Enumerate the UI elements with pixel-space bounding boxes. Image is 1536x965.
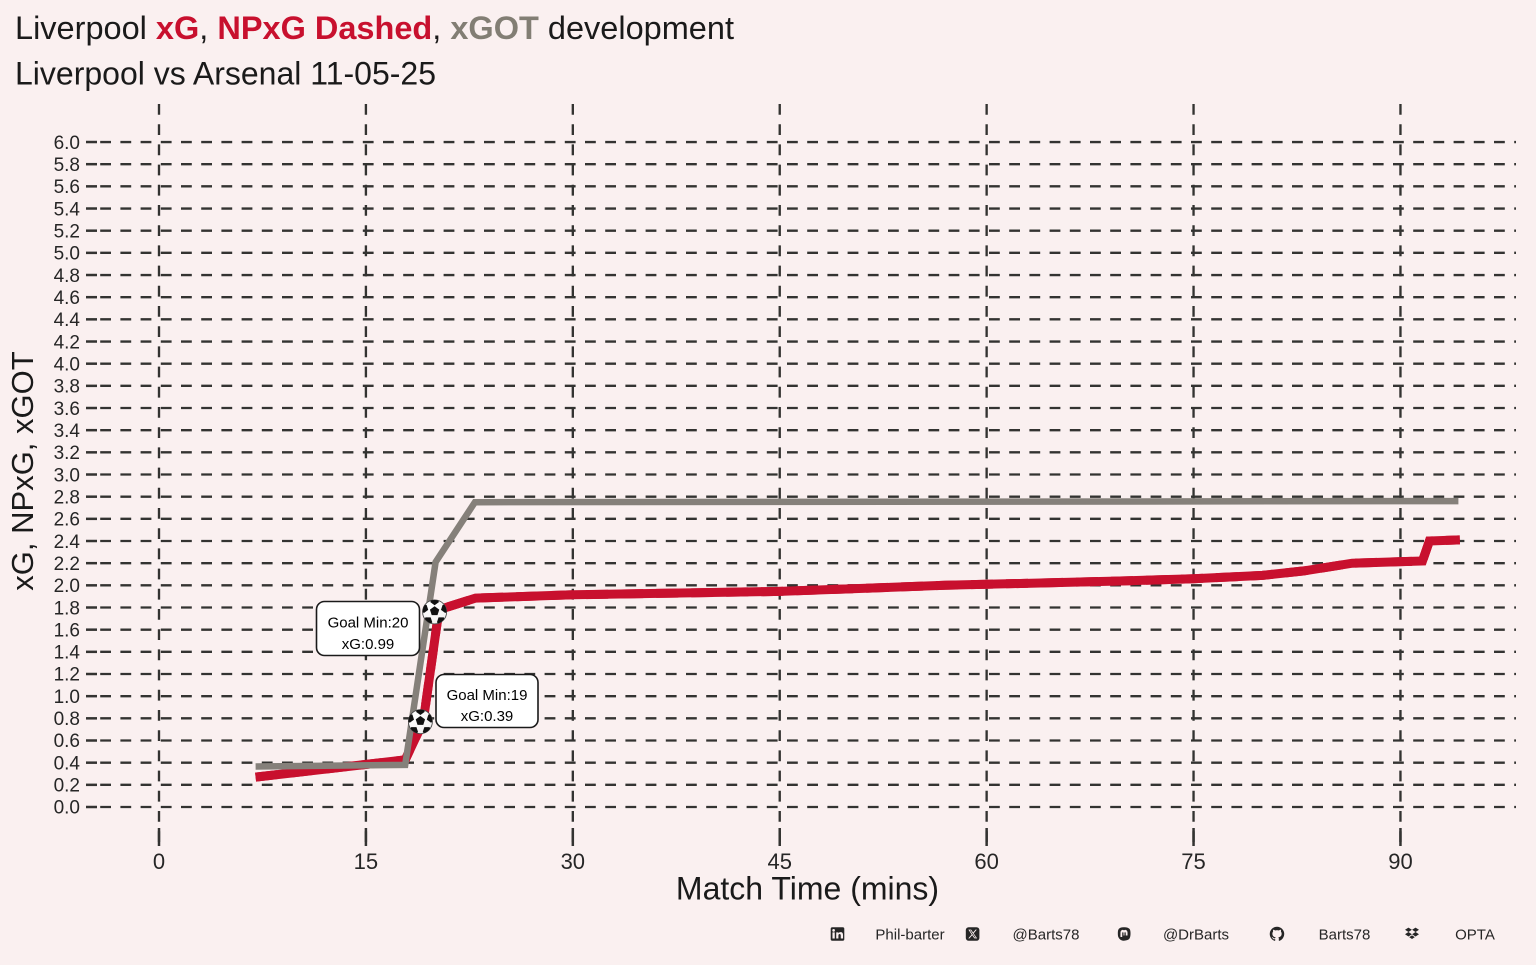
tick-marks [86,140,1402,846]
y-tick-label: 6.0 [54,133,80,154]
x-twitter-icon-shape [969,930,976,938]
footer-handle: @Barts78 [1013,926,1080,943]
y-tick-label: 4.6 [54,288,80,309]
x-twitter-icon [965,927,980,941]
goal-ball-marker [422,599,448,625]
dropbox-icon-shape [1405,932,1412,937]
ball-patches-shape [426,714,433,723]
x-tick-label: 0 [153,849,165,874]
series-line-npxg [255,535,1460,782]
linkedin-icon-shape [836,932,844,939]
dropbox-icon [1405,927,1419,940]
linkedin-icon-shape [832,929,835,932]
footer-handle: Phil-barter [875,926,944,943]
y-axis-label: xG, NPxG, xGOT [5,351,40,590]
mastodon-icon [1117,927,1131,941]
goal-annotation-rect [435,673,539,729]
footer-handle: Barts78 [1319,926,1371,943]
y-tick-label: 4.8 [54,266,80,287]
ball-patches-shape [430,599,439,606]
y-tick-label: 1.6 [54,620,80,641]
ball-patches-shape [415,715,426,725]
y-tick-label: 3.8 [54,377,80,398]
goal-annotation-box: Goal Min:19 xG:0.39 [435,673,539,729]
y-tick-label: 5.2 [54,221,80,242]
y-tick-label: 1.4 [54,643,81,664]
chart-title-segment: development [539,10,734,46]
dropbox-icon-shape [1405,927,1412,933]
y-tick-label: 5.6 [54,177,80,198]
y-tick-label: 2.4 [54,532,81,553]
y-tick-label: 3.0 [54,465,80,486]
x-tick-label: 75 [1181,849,1205,874]
y-tick-label: 0.4 [54,753,81,774]
chart-title-segment: xG [156,10,199,46]
ball-patches-shape [416,709,425,715]
y-tick-label: 1.8 [54,598,80,619]
goal-annotation-line1: Goal Min:20 [328,614,409,631]
dropbox-icon-shape [1412,927,1419,933]
chart-title-segment: Liverpool [15,10,156,46]
github-icon [1269,926,1285,941]
footer-handle: OPTA [1455,926,1495,943]
y-tick-label: 5.4 [54,199,81,220]
chart-title-segment: , [432,10,450,46]
goal-annotation-line2: xG:0.39 [461,708,514,725]
chart-title: Liverpool xG, NPxG Dashed, xGOT developm… [15,10,734,46]
y-tick-label: 0.0 [54,798,80,819]
chart-subtitle: Liverpool vs Arsenal 11-05-25 [15,56,436,92]
ball-patches-shape [429,606,440,616]
linkedin-icon [830,927,845,941]
y-tick-labels: 0.00.20.40.60.81.01.21.41.61.82.02.22.42… [54,133,81,819]
y-tick-label: 4.2 [54,332,80,353]
y-tick-label: 4.4 [54,310,81,331]
ball-patches-shape [408,714,415,723]
footer-social-bar: Phil-barter @Barts78 @DrBarts Barts78 OPTA [830,926,1495,943]
x-tick-label: 90 [1388,849,1412,874]
y-tick-label: 3.6 [54,399,80,420]
x-tick-label: 60 [974,849,998,874]
goal-annotation-rect [315,600,421,657]
ball-patches-shape [440,604,447,613]
github-icon-shape [1269,926,1285,941]
x-axis-label: Match Time (mins) [676,871,939,907]
y-tick-label: 2.8 [54,487,80,508]
y-tick-label: 0.2 [54,776,80,797]
y-tick-label: 5.0 [54,244,80,265]
y-tick-label: 4.0 [54,354,80,375]
x-tick-label: 30 [561,849,585,874]
y-tick-label: 2.0 [54,576,80,597]
goal-annotation-line1: Goal Min:19 [447,687,528,704]
chart-title-segment: , [199,10,217,46]
y-tick-label: 5.8 [54,155,80,176]
dropbox-icon-shape [1409,935,1415,940]
grid-lines [97,104,1516,846]
y-tick-label: 1.0 [54,687,80,708]
goal-ball-marker [407,709,433,735]
chart-title-segment: xGOT [450,10,539,46]
chart-title-segment: NPxG Dashed [217,10,432,46]
dropbox-icon-shape [1412,932,1419,937]
y-tick-label: 1.2 [54,665,80,686]
y-tick-label: 2.2 [54,554,80,575]
goal-annotations: Goal Min:19 xG:0.39 Goal Min:20 xG:0.99 [315,600,539,729]
goal-annotation-line2: xG:0.99 [342,636,395,653]
x-tick-label: 45 [767,849,791,874]
linkedin-icon-shape [832,932,835,939]
footer-handle: @DrBarts [1163,926,1229,943]
series-line-xgot [255,497,1459,770]
mastodon-icon-shape [1120,929,1128,937]
y-tick-label: 3.4 [54,421,81,442]
x-tick-labels: 0 15 30 45 60 75 90 [153,849,1413,874]
x-tick-label: 15 [354,849,378,874]
y-tick-label: 2.6 [54,510,80,531]
goal-annotation-box: Goal Min:20 xG:0.99 [315,600,421,657]
y-tick-label: 3.2 [54,443,80,464]
ball-patches-shape [422,604,429,613]
y-tick-label: 0.8 [54,709,80,730]
y-tick-label: 0.6 [54,731,80,752]
